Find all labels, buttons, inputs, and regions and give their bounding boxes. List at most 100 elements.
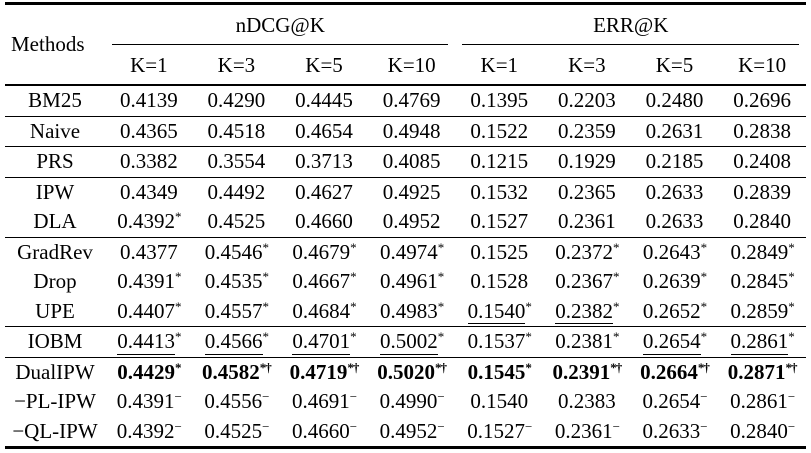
value-cell: 0.4392− [105,417,193,448]
metric-value: 0.4566 [204,329,263,355]
group-header-row: Methods nDCG@K ERR@K [5,3,806,86]
metric-value: 0.3713 [295,149,353,174]
value-cell: 0.1929 [543,146,631,178]
metric-value: 0.2652 [642,298,701,323]
metric-value: 0.3554 [207,149,266,174]
value-cell: 0.1532 [455,177,543,207]
significance-marker: − [700,418,707,434]
metric-value: 0.4691 [291,389,350,414]
significance-marker: *† [435,359,447,375]
value-cell: 0.4660− [280,417,368,448]
value-cell: 0.2365 [543,177,631,207]
metric-value: 0.1528 [470,269,529,294]
value-cell: 0.4365 [105,116,193,147]
value-cell: 0.2367* [543,267,631,297]
metric-value: 0.2838 [733,118,792,143]
value-cell: 0.1527 [455,207,544,238]
significance-marker: * [613,269,619,285]
significance-marker: * [350,239,356,255]
significance-marker: * [174,269,181,285]
metric-value: 0.2643 [642,239,701,264]
metric-value: 0.4290 [207,88,266,113]
value-cell: 0.2408 [718,146,806,178]
value-cell: 0.4948 [367,116,456,147]
value-cell: 0.4769 [367,85,456,117]
value-cell: 0.3713 [280,146,368,178]
method-cell: BM25 [5,85,106,117]
significance-marker: − [349,418,357,434]
significance-marker: * [525,298,531,314]
value-cell: 0.2359 [543,116,631,147]
value-cell: 0.4654 [280,116,368,147]
significance-marker: − [349,389,357,405]
significance-marker: − [437,389,444,405]
value-cell: 0.2849* [718,237,806,267]
significance-marker: * [788,329,794,345]
table-row: IPW 0.4349 0.4492 0.4627 0.4925 0.1532 0.2365 0… [5,177,806,207]
metric-value: 0.2361 [558,209,616,234]
metric-value: 0.4660 [291,418,350,443]
value-cell: 0.4525− [193,417,281,448]
value-cell: 0.2652* [630,296,719,327]
significance-marker: * [174,209,181,225]
metric-value: 0.1537 [467,329,526,354]
table-row: −PL-IPW 0.4391− 0.4556− 0.4691− 0.4990− 0.154… [5,387,806,417]
value-cell: 0.4413* [105,326,193,358]
table-row: Drop 0.4391* 0.4535* 0.4667* 0.4961* 0.1528 0.… [5,267,806,297]
metric-value: 0.4952 [379,418,438,443]
metric-value: 0.4582 [202,359,260,384]
significance-marker: * [613,298,619,314]
metric-value: 0.2633 [645,209,704,234]
table-row: PRS 0.3382 0.3554 0.3713 0.4085 0.1215 0.1929 0… [5,146,806,178]
value-cell: 0.4429* [105,357,193,387]
metric-value: 0.5002 [380,329,438,355]
metric-value: 0.4990 [379,389,438,414]
value-cell: 0.1525 [455,237,543,267]
table-header: Methods nDCG@K ERR@K K=1 K=3 K=5 K=10 K=… [5,3,806,86]
value-cell: 0.1540 [455,387,543,417]
metric-value: 0.4445 [295,88,353,113]
value-cell: 0.2871*† [718,357,806,387]
metric-value: 0.2480 [645,88,704,113]
significance-marker: * [262,298,269,314]
table-row: DualIPW 0.4429* 0.4582*† 0.4719*† 0.5020*† 0.… [5,357,806,387]
significance-marker: − [524,418,532,434]
metric-value: 0.4660 [295,209,353,234]
significance-marker: − [787,418,795,434]
value-cell: 0.2361− [543,417,631,448]
value-cell: 0.1528 [455,267,543,297]
metric-value: 0.2203 [558,88,616,113]
value-cell: 0.2383 [543,387,631,417]
metric-value: 0.4769 [382,88,441,113]
metric-value: 0.4952 [382,209,441,234]
value-cell: 0.4679* [280,237,368,267]
metric-value: 0.4983 [380,298,438,323]
col-header-ndcg-k1: K=1 [105,46,193,86]
value-cell: 0.2391*† [543,357,631,387]
value-cell: 0.4407* [105,296,193,327]
significance-marker: * [437,298,444,314]
method-cell: GradRev [17,239,93,264]
value-cell: 0.4691− [280,387,368,417]
value-cell: 0.4557* [192,296,281,327]
value-cell: 0.2643* [631,237,719,267]
method-cell: DLA [5,207,106,238]
method-cell: IOBM [5,326,106,358]
metric-value: 0.4627 [295,179,353,204]
table-row: Naive 0.4365 0.4518 0.4654 0.4948 0.1522 0.235… [5,116,806,147]
significance-marker: * [350,269,356,285]
metric-value: 0.2359 [558,118,616,143]
table-row: GradRev 0.4377 0.4546* 0.4679* 0.4974* 0.1525… [5,237,806,267]
significance-marker: − [437,418,444,434]
value-cell: 0.2631 [630,116,719,147]
results-table: Methods nDCG@K ERR@K K=1 K=3 K=5 K=10 K=… [5,2,806,449]
value-cell: 0.4983* [367,296,456,327]
value-cell: 0.4701* [280,326,368,358]
value-cell: 0.1215 [455,146,544,178]
metric-value: 0.4556 [204,389,263,414]
metric-value: 0.4429 [117,359,175,384]
col-header-err-k3: K=3 [543,46,631,86]
value-cell: 0.2840− [718,417,806,448]
metric-value: 0.4085 [382,149,441,174]
metric-value: 0.2861 [730,329,789,355]
